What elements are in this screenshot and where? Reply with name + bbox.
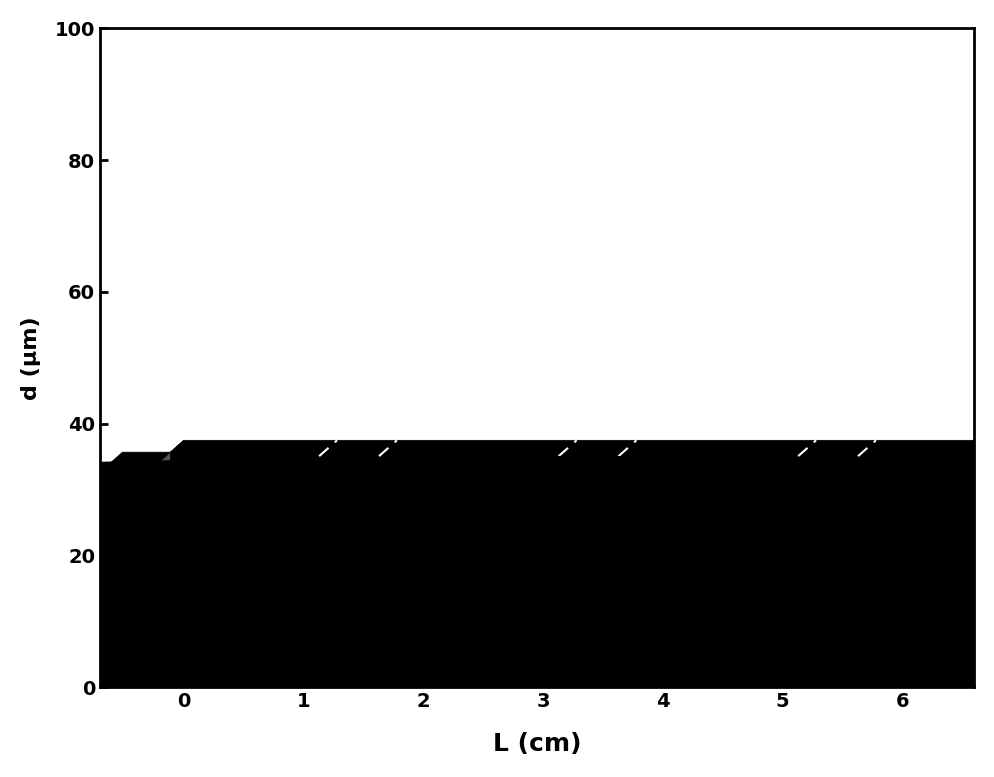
Circle shape xyxy=(0,524,465,554)
Circle shape xyxy=(0,643,578,680)
Circle shape xyxy=(0,598,537,638)
Circle shape xyxy=(0,598,601,638)
Circle shape xyxy=(0,524,513,554)
Circle shape xyxy=(0,559,489,593)
Polygon shape xyxy=(102,452,170,470)
Circle shape xyxy=(0,632,915,691)
Circle shape xyxy=(44,491,474,515)
Circle shape xyxy=(3,491,433,515)
Circle shape xyxy=(0,497,636,536)
Circle shape xyxy=(0,559,594,593)
Circle shape xyxy=(0,572,716,618)
Circle shape xyxy=(0,559,994,658)
Circle shape xyxy=(0,582,994,688)
Circle shape xyxy=(0,643,545,680)
Circle shape xyxy=(0,598,569,638)
Circle shape xyxy=(0,483,994,576)
Circle shape xyxy=(10,524,537,554)
Circle shape xyxy=(0,493,662,539)
Circle shape xyxy=(0,582,994,674)
Circle shape xyxy=(34,524,561,554)
Circle shape xyxy=(0,473,994,559)
Circle shape xyxy=(0,497,994,589)
Polygon shape xyxy=(150,452,170,688)
Circle shape xyxy=(0,552,994,704)
Circle shape xyxy=(0,559,569,593)
Circle shape xyxy=(64,491,495,515)
Circle shape xyxy=(0,524,440,554)
Circle shape xyxy=(0,476,994,556)
Circle shape xyxy=(0,491,393,515)
Polygon shape xyxy=(150,441,184,688)
Circle shape xyxy=(0,643,609,680)
Circle shape xyxy=(0,559,516,593)
Polygon shape xyxy=(150,441,994,470)
Circle shape xyxy=(0,576,632,615)
Circle shape xyxy=(0,643,513,680)
Circle shape xyxy=(0,519,994,592)
Bar xyxy=(150,688,967,698)
Circle shape xyxy=(23,491,454,515)
Circle shape xyxy=(0,491,414,515)
Circle shape xyxy=(0,569,994,701)
X-axis label: L (cm): L (cm) xyxy=(492,732,580,756)
Circle shape xyxy=(0,559,544,593)
Bar xyxy=(150,470,967,688)
Text: magnet: magnet xyxy=(119,552,132,605)
Circle shape xyxy=(0,556,994,648)
Circle shape xyxy=(0,470,994,641)
Polygon shape xyxy=(967,441,994,688)
Bar xyxy=(102,470,150,688)
Y-axis label: d (μm): d (μm) xyxy=(21,316,41,399)
Circle shape xyxy=(0,549,994,720)
Circle shape xyxy=(0,470,994,615)
Circle shape xyxy=(0,601,994,707)
Circle shape xyxy=(0,598,633,638)
Circle shape xyxy=(0,532,961,592)
Circle shape xyxy=(0,524,489,554)
Circle shape xyxy=(0,457,994,601)
